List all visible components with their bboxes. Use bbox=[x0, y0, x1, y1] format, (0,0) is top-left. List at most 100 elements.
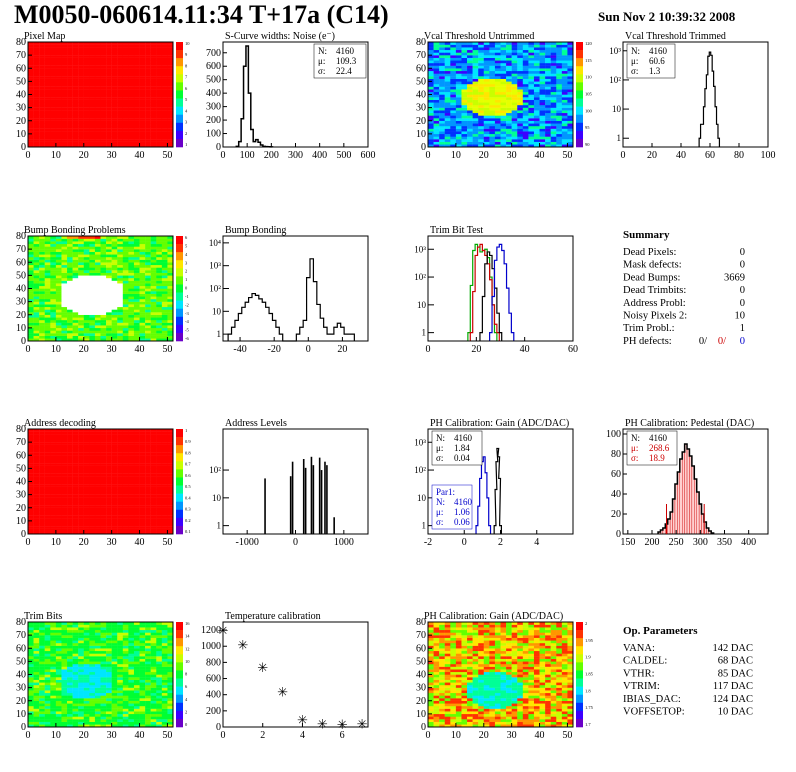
heatmap-cell bbox=[67, 291, 73, 294]
heatmap-cell bbox=[72, 671, 79, 675]
heatmap-cell bbox=[122, 320, 129, 323]
heatmap-cell bbox=[461, 118, 468, 121]
y-tick-label: 20 bbox=[16, 310, 26, 321]
heatmap-cell bbox=[517, 55, 524, 58]
heatmap-cell bbox=[539, 126, 546, 129]
heatmap-cell bbox=[89, 518, 96, 522]
heatmap-cell bbox=[50, 278, 57, 281]
heatmap-cell bbox=[455, 44, 462, 48]
heatmap-cell bbox=[506, 47, 512, 51]
heatmap-cell bbox=[156, 471, 163, 474]
heatmap-cell bbox=[545, 120, 551, 124]
heatmap-cell bbox=[150, 243, 157, 247]
y-tick-label: 60 bbox=[16, 450, 26, 461]
heatmap-cell bbox=[161, 692, 168, 696]
heatmap-cell bbox=[156, 716, 163, 720]
heatmap-cell bbox=[500, 42, 507, 45]
heatmap-cell bbox=[156, 306, 163, 310]
heatmap-cell bbox=[106, 513, 112, 516]
heatmap-cell bbox=[122, 327, 129, 331]
heatmap-cell bbox=[55, 476, 62, 480]
heatmap-cell bbox=[106, 301, 112, 305]
heatmap-cell bbox=[145, 481, 151, 485]
heatmap-cell bbox=[61, 89, 68, 93]
heatmap-cell bbox=[139, 452, 146, 456]
heatmap-cell bbox=[455, 81, 462, 85]
heatmap-cell bbox=[28, 450, 34, 453]
heatmap-cell bbox=[433, 94, 440, 98]
heatmap-cell bbox=[145, 486, 151, 490]
heatmap-cell bbox=[161, 133, 168, 137]
heatmap-cell bbox=[111, 120, 118, 124]
heatmap-cell bbox=[28, 700, 34, 704]
heatmap-cell bbox=[67, 700, 73, 704]
heatmap-cell bbox=[28, 264, 34, 268]
heatmap-cell bbox=[494, 55, 501, 58]
heatmap-cell bbox=[39, 270, 45, 273]
heatmap-cell bbox=[489, 42, 496, 45]
heatmap-cell bbox=[145, 518, 151, 522]
heatmap-cell bbox=[78, 708, 84, 712]
colorbar-cell bbox=[576, 106, 583, 115]
heatmap-cell bbox=[145, 468, 151, 472]
heatmap-cell bbox=[94, 44, 101, 48]
heatmap-cell bbox=[133, 457, 140, 461]
heatmap-cell bbox=[122, 288, 129, 292]
heatmap-cell bbox=[545, 123, 551, 127]
heatmap-cell bbox=[33, 131, 40, 135]
heatmap-cell bbox=[444, 94, 451, 98]
heatmap-cell bbox=[61, 139, 68, 142]
heatmap-cell bbox=[483, 102, 490, 106]
heatmap-cell bbox=[28, 471, 34, 474]
heatmap-cell bbox=[100, 499, 107, 503]
heatmap-cell bbox=[561, 102, 568, 106]
heatmap-cell bbox=[67, 63, 73, 66]
heatmap-cell bbox=[444, 63, 451, 66]
heatmap-cell bbox=[111, 65, 118, 69]
heatmap-cell bbox=[145, 677, 151, 680]
heatmap-cell bbox=[50, 669, 57, 673]
heatmap-cell bbox=[511, 60, 518, 64]
heatmap-cell bbox=[72, 457, 79, 461]
heatmap-cell bbox=[128, 497, 135, 501]
heatmap-cell bbox=[44, 275, 51, 279]
heatmap-cell bbox=[39, 505, 45, 508]
heatmap-cell bbox=[67, 724, 73, 728]
heatmap-cell bbox=[55, 457, 62, 461]
heatmap-cell bbox=[545, 131, 551, 135]
heatmap-cell bbox=[117, 112, 124, 116]
heatmap-cell bbox=[139, 335, 146, 339]
heatmap-cell bbox=[72, 322, 79, 326]
heatmap-cell bbox=[167, 112, 174, 116]
heatmap-cell bbox=[128, 499, 135, 503]
heatmap-cell bbox=[145, 531, 151, 535]
colorbar-tick-label: 100 bbox=[585, 108, 593, 113]
heatmap-cell bbox=[122, 70, 129, 74]
heatmap-cell bbox=[450, 78, 457, 82]
heatmap-cell bbox=[539, 133, 546, 137]
heatmap-cell bbox=[522, 99, 529, 103]
heatmap-cell bbox=[122, 118, 129, 121]
heatmap-cell bbox=[89, 314, 96, 318]
heatmap-cell bbox=[100, 690, 107, 694]
heatmap-cell bbox=[461, 126, 468, 129]
heatmap-cell bbox=[150, 700, 157, 704]
heatmap-cell bbox=[44, 47, 51, 51]
heatmap-cell bbox=[494, 105, 501, 108]
heatmap-cell bbox=[133, 65, 140, 69]
heatmap-cell bbox=[556, 97, 563, 100]
heatmap-cell bbox=[550, 52, 557, 56]
heatmap-cell bbox=[83, 463, 90, 466]
heatmap-cell bbox=[167, 63, 174, 66]
heatmap-cell bbox=[428, 55, 434, 58]
heatmap-cell bbox=[533, 65, 540, 69]
heatmap-cell bbox=[478, 57, 484, 61]
heatmap-cell bbox=[72, 47, 79, 51]
heatmap-cell bbox=[50, 275, 57, 279]
heatmap-cell bbox=[111, 320, 118, 323]
heatmap-cell bbox=[539, 84, 546, 87]
heatmap-cell bbox=[511, 86, 518, 90]
heatmap-cell bbox=[150, 257, 157, 260]
heatmap-cell bbox=[145, 698, 151, 701]
heatmap-cell bbox=[94, 333, 101, 336]
